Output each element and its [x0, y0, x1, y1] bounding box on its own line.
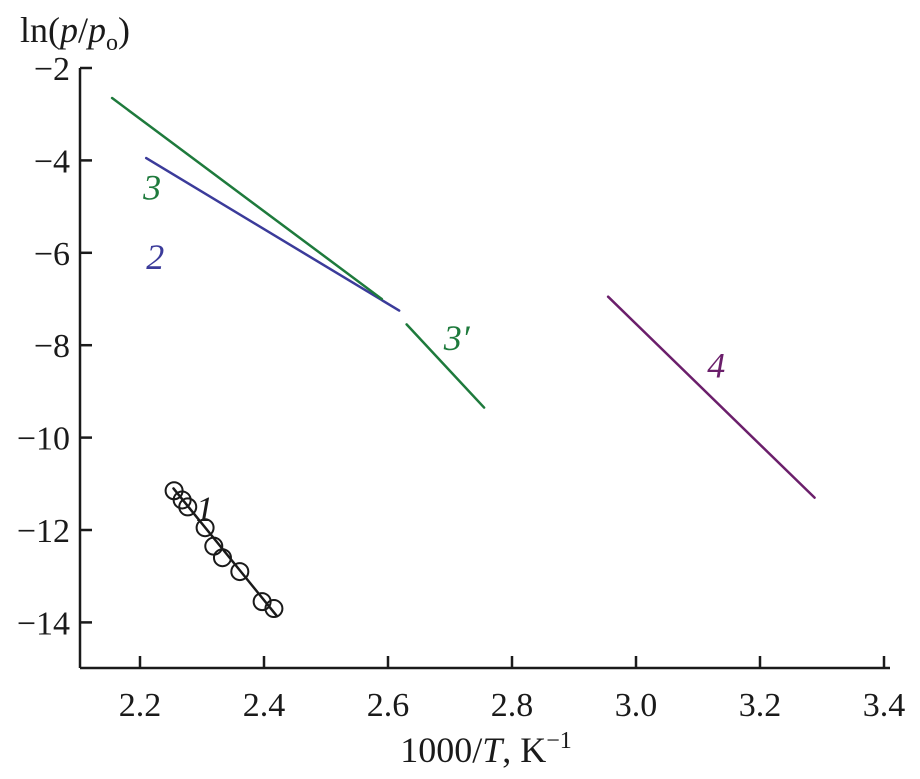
- x-tick-label: 2.6: [367, 687, 410, 724]
- series-label: 4: [707, 346, 725, 386]
- x-tick-label: 2.4: [243, 687, 286, 724]
- series-label: 1: [196, 489, 214, 529]
- y-tick-label: −2: [34, 51, 70, 88]
- series-label: 3: [142, 168, 161, 208]
- y-tick-label: −14: [17, 605, 70, 642]
- series-line: [110, 96, 384, 301]
- data-point: [264, 599, 284, 619]
- data-point: [212, 548, 232, 568]
- series-line: [172, 487, 278, 617]
- x-tick-label: 3.2: [739, 687, 782, 724]
- y-tick-label: −4: [34, 143, 70, 180]
- series-line: [405, 323, 486, 409]
- series-labels: 1 2 3 3′ 4: [142, 168, 725, 529]
- data-point: [195, 518, 215, 538]
- y-axis-title: ln(p/po): [20, 10, 130, 56]
- series-line: [606, 295, 816, 499]
- data-point: [172, 490, 192, 510]
- plot-area: [110, 96, 816, 619]
- series-line: [144, 156, 401, 312]
- y-ticks: −2 −4 −6 −8 −10 −12 −14: [17, 51, 92, 642]
- y-tick-label: −8: [34, 328, 70, 365]
- x-tick-label: 3.4: [863, 687, 906, 724]
- x-tick-label: 2.2: [119, 687, 162, 724]
- data-point: [230, 562, 250, 582]
- x-axis-title: 1000/T, K−1: [400, 728, 572, 770]
- y-tick-label: −12: [17, 513, 70, 550]
- y-tick-label: −6: [34, 236, 70, 273]
- x-tick-label: 2.8: [491, 687, 534, 724]
- axes: [78, 68, 890, 670]
- x-ticks: 2.2 2.4 2.6 2.8 3.0 3.2 3.4: [119, 656, 906, 724]
- series-label: 2: [146, 237, 164, 277]
- x-tick-label: 3.0: [615, 687, 658, 724]
- series-label: 3′: [443, 318, 471, 358]
- data-point: [178, 497, 198, 517]
- y-tick-label: −10: [17, 421, 70, 458]
